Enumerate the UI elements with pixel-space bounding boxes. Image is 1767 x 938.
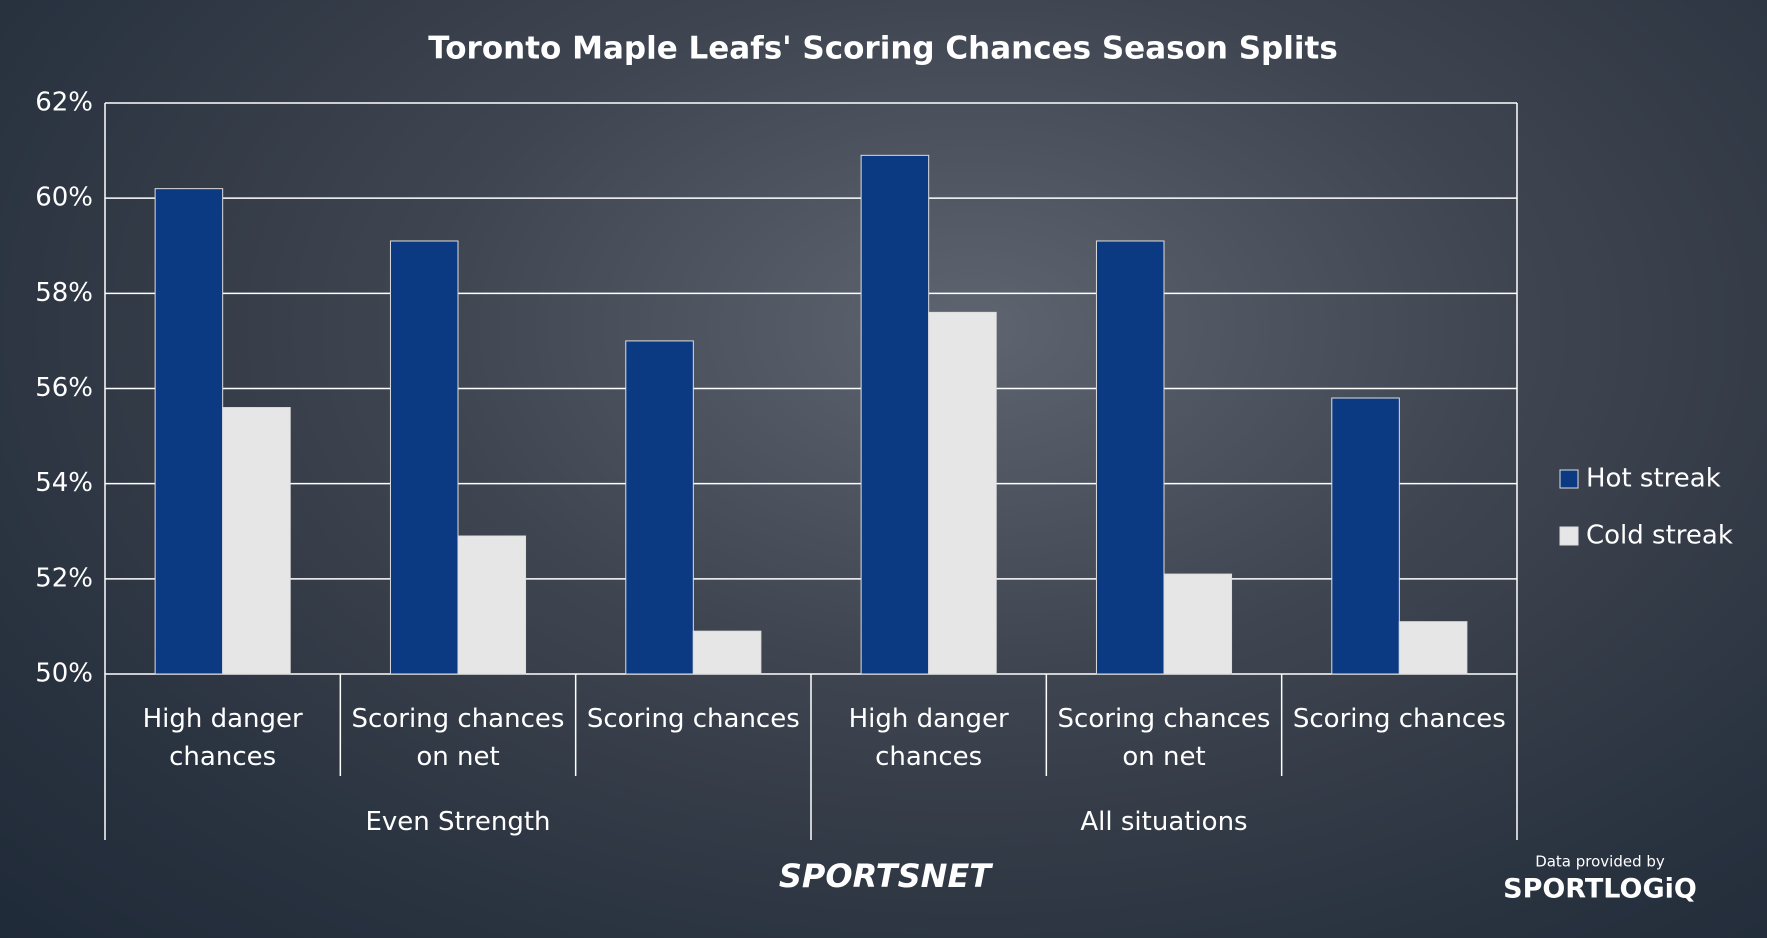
x-tick-label: Scoring chances on net <box>1057 704 1271 772</box>
x-tick-label: Scoring chances on net <box>351 704 565 772</box>
y-tick-label: 60% <box>35 183 93 213</box>
bar <box>1398 621 1468 675</box>
x-tick-label: Scoring chances <box>586 704 800 734</box>
x-tick-label: High danger chances <box>142 704 303 772</box>
bar <box>1331 397 1400 675</box>
y-tick-label: 50% <box>35 659 93 689</box>
bar <box>154 188 224 675</box>
bar <box>692 630 762 675</box>
legend-label: Hot streak <box>1586 464 1721 494</box>
bar <box>1163 573 1233 675</box>
credit: Data provided by <box>1535 853 1665 871</box>
legend-label: Cold streak <box>1586 521 1733 551</box>
credit-logo: SPORTLOGiQ <box>1503 874 1697 905</box>
x-tick-label: Scoring chances <box>1292 704 1506 734</box>
bar <box>860 154 930 675</box>
bar <box>457 535 527 675</box>
bar <box>625 340 694 675</box>
logo: SPORTSNET <box>779 857 993 895</box>
y-tick-label: 54% <box>35 468 93 498</box>
group-label: All situations <box>1080 807 1248 837</box>
group-label: Even Strength <box>365 807 551 837</box>
x-tick-label: High danger chances <box>848 704 1009 772</box>
chart-title: Toronto Maple Leafs' Scoring Chances Sea… <box>428 31 1338 67</box>
bar <box>1095 240 1165 675</box>
y-tick-label: 58% <box>35 278 93 308</box>
y-tick-label: 52% <box>35 563 93 593</box>
y-tick-label: 56% <box>35 373 93 403</box>
bar <box>928 311 997 675</box>
bar <box>222 407 291 675</box>
legend-swatch <box>1559 526 1579 546</box>
y-tick-label: 62% <box>35 88 93 118</box>
bar <box>389 240 459 675</box>
legend-swatch <box>1559 469 1579 489</box>
